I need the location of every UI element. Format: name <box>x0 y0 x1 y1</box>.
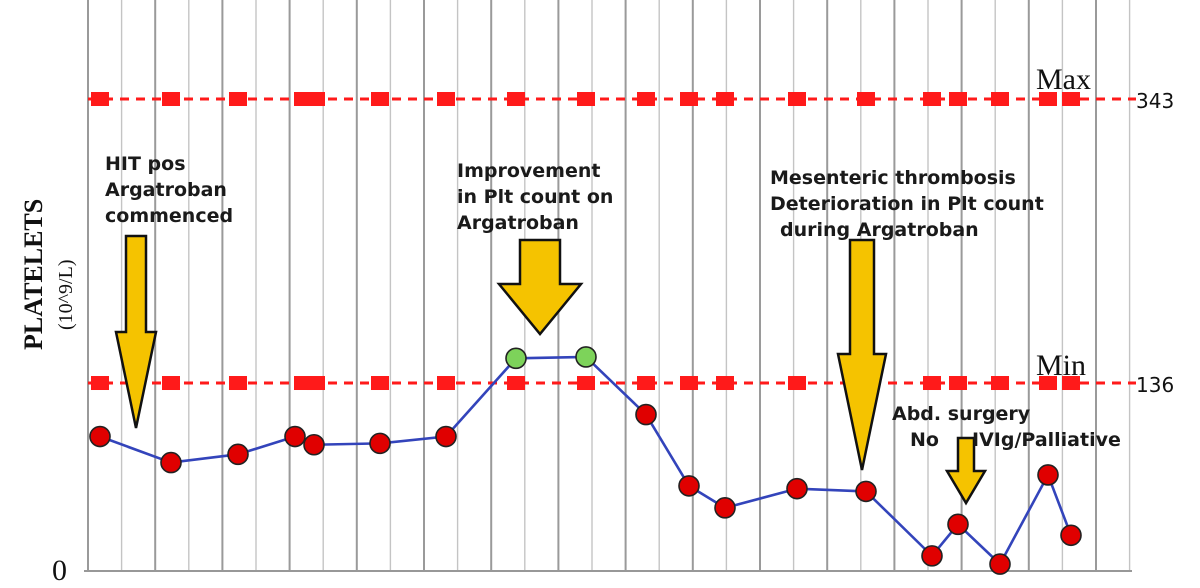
annotation-arrows <box>114 234 988 506</box>
reference-marker <box>1062 376 1080 391</box>
data-point <box>575 346 597 368</box>
annotation-arrow <box>944 436 988 506</box>
reference-marker <box>1062 92 1080 107</box>
reference-marker <box>307 92 325 107</box>
reference-marker <box>923 92 941 107</box>
annotation-arrow <box>496 238 584 336</box>
y-axis-unit: (10^9/L) <box>55 260 77 330</box>
reference-marker <box>923 376 941 391</box>
annotation-line: Argatroban <box>105 179 227 201</box>
annotation-line: Argatroban <box>457 212 579 234</box>
data-point <box>786 477 808 500</box>
reference-marker <box>162 376 180 391</box>
data-point <box>989 553 1011 575</box>
annotation-line: commenced <box>105 205 233 227</box>
annotation-text: Mesenteric thrombosis Deterioration in Pl… <box>770 167 1044 241</box>
reference-marker <box>949 92 967 107</box>
data-point <box>635 403 657 426</box>
annotation-line: Improvement <box>457 160 600 182</box>
reference-marker <box>307 376 325 391</box>
data-point <box>303 433 325 456</box>
reference-marker <box>857 92 875 107</box>
reference-line-min: Min 136 <box>88 349 1174 397</box>
annotation-line: HIT pos <box>105 153 186 175</box>
data-point <box>435 425 457 448</box>
reference-marker <box>91 376 109 391</box>
reference-marker <box>371 376 389 391</box>
annotation-arrow <box>836 238 888 471</box>
data-point <box>227 443 249 466</box>
annotation-text: Improvement in Plt count on Argatroban <box>457 160 613 234</box>
y-zero-label: 0 <box>52 554 67 587</box>
annotation-line: No IVIg/Palliative <box>910 429 1121 451</box>
y-axis-label: PLATELETS <box>19 199 48 350</box>
reference-marker <box>680 376 698 391</box>
reference-line-value: 136 <box>1136 373 1174 397</box>
data-point <box>160 451 182 474</box>
reference-marker <box>577 92 595 107</box>
reference-marker <box>788 376 806 391</box>
reference-marker <box>371 92 389 107</box>
data-point <box>1037 464 1059 486</box>
annotation-line: Mesenteric thrombosis <box>770 167 1016 189</box>
reference-marker <box>637 92 655 107</box>
reference-marker <box>1039 376 1057 391</box>
data-point <box>369 432 391 455</box>
reference-marker <box>949 376 967 391</box>
reference-marker <box>680 92 698 107</box>
data-point <box>505 347 527 370</box>
reference-marker <box>716 376 734 391</box>
data-point <box>284 425 306 448</box>
annotation-text: HIT pos Argatroban commenced <box>105 153 233 227</box>
reference-marker <box>788 92 806 107</box>
reference-marker <box>577 376 595 391</box>
reference-marker <box>637 376 655 391</box>
annotation-line: in Plt count on <box>457 186 613 208</box>
data-point <box>855 480 877 503</box>
reference-line-value: 343 <box>1136 89 1174 113</box>
reference-line-label: Max <box>1036 63 1091 96</box>
reference-lines: Max 343 Min 136 <box>88 63 1174 397</box>
data-point <box>947 513 969 536</box>
data-point <box>678 475 700 497</box>
reference-line-label: Min <box>1036 349 1086 382</box>
reference-marker <box>507 92 525 107</box>
reference-line-max: Max 343 <box>88 63 1174 113</box>
annotation-arrow <box>114 234 158 429</box>
data-point <box>921 545 943 567</box>
reference-marker <box>1039 92 1057 107</box>
annotation-line: Deterioration in Plt count <box>770 193 1044 215</box>
annotation-line: during Argatroban <box>780 219 979 241</box>
reference-marker <box>437 376 455 391</box>
data-point <box>714 497 736 519</box>
reference-marker <box>162 92 180 107</box>
annotation-line: Abd. surgery <box>892 403 1031 425</box>
data-point <box>89 425 111 448</box>
series-points <box>89 346 1082 575</box>
reference-marker <box>91 92 109 107</box>
annotation-text: Abd. surgery No IVIg/Palliative <box>892 403 1121 451</box>
reference-marker <box>229 92 247 107</box>
reference-marker <box>991 92 1009 107</box>
reference-marker <box>716 92 734 107</box>
reference-marker <box>507 376 525 391</box>
reference-marker <box>437 92 455 107</box>
data-point <box>1060 524 1082 547</box>
annotation-texts: HIT pos Argatroban commenced Improvement in … <box>105 153 1121 451</box>
reference-marker <box>991 376 1009 391</box>
reference-marker <box>229 376 247 391</box>
